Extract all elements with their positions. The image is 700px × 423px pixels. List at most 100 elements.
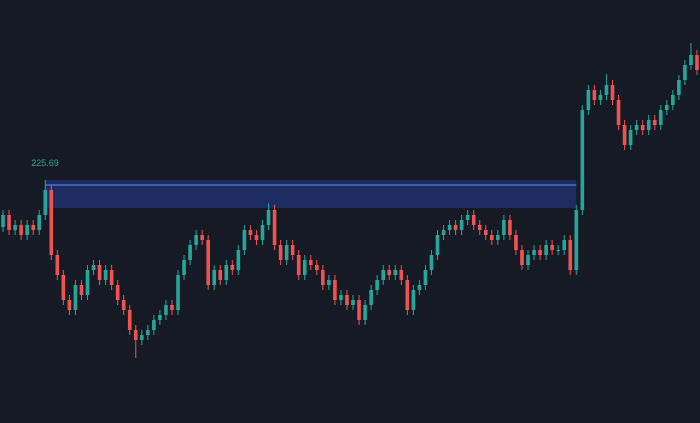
candle-body — [574, 210, 579, 270]
candle-body — [140, 335, 144, 340]
candle-body — [13, 225, 17, 230]
candle-body — [441, 230, 446, 235]
candle-body — [496, 235, 500, 240]
candle-body — [381, 270, 385, 280]
candle-body — [61, 275, 66, 300]
candle-body — [568, 240, 573, 270]
candle-body — [212, 270, 217, 285]
candle-body — [127, 310, 132, 330]
candle-body — [146, 330, 150, 335]
candle-body — [610, 85, 615, 100]
candle-body — [236, 250, 241, 270]
candle-body — [622, 125, 627, 145]
candle-body — [254, 235, 259, 240]
candle-body — [393, 270, 398, 275]
candle-body — [67, 300, 72, 310]
candle-body — [351, 300, 355, 305]
candle-body — [37, 215, 42, 230]
candle-body — [363, 305, 367, 320]
candle-body — [598, 95, 603, 100]
candle-body — [327, 280, 331, 285]
candle-body — [514, 235, 518, 250]
candle-body — [508, 220, 512, 235]
candle-body — [55, 255, 60, 275]
candle-body — [550, 245, 554, 250]
candle-body — [158, 315, 162, 320]
candle-body — [580, 110, 585, 210]
candle-body — [339, 295, 343, 300]
candle-body — [447, 225, 452, 230]
candle-body — [242, 230, 247, 250]
candle-body — [683, 65, 687, 80]
candle-body — [266, 210, 271, 225]
candle-body — [471, 215, 476, 225]
candle-body — [31, 225, 35, 230]
candle-body — [658, 110, 663, 125]
candle-body — [278, 245, 283, 260]
candle-body — [526, 255, 530, 265]
candle-body — [345, 295, 349, 305]
candle-body — [176, 275, 180, 310]
candle-body — [465, 215, 470, 220]
zone-label: 225.69 — [31, 158, 59, 168]
candle-body — [616, 100, 621, 125]
candle-body — [170, 305, 174, 310]
candle-body — [321, 270, 325, 285]
candle-body — [399, 270, 404, 280]
candle-body — [369, 290, 373, 305]
candle-body — [520, 250, 524, 265]
candle-body — [435, 235, 440, 255]
candle-body — [477, 225, 482, 230]
candle-body — [459, 220, 464, 230]
candle-body — [188, 245, 192, 260]
candle-body — [357, 300, 361, 320]
candle-body — [592, 90, 597, 100]
candle-body — [248, 230, 253, 235]
candle-body — [115, 285, 120, 300]
candle-body — [164, 305, 168, 315]
candle-body — [689, 55, 693, 65]
candle-body — [502, 220, 506, 235]
candle-body — [296, 255, 301, 275]
candle-body — [103, 270, 108, 280]
candle-body — [586, 90, 591, 110]
candle-body — [79, 285, 84, 295]
candle-body — [290, 245, 295, 255]
candle-body — [405, 280, 410, 310]
candle-body — [19, 225, 23, 235]
candle-body — [562, 240, 567, 250]
candle-body — [73, 285, 78, 310]
candle-body — [646, 120, 651, 130]
candle-body — [538, 250, 542, 255]
candle-body — [302, 260, 307, 275]
candle-body — [194, 235, 198, 245]
candle-body — [333, 280, 337, 300]
candle-body — [652, 120, 657, 125]
candle-body — [43, 190, 48, 215]
candle-body — [677, 80, 681, 95]
candle-body — [544, 245, 548, 255]
candle-body — [315, 265, 319, 270]
candle-body — [133, 330, 138, 340]
candle-body — [152, 320, 156, 330]
candle-body — [284, 245, 289, 260]
candle-body — [25, 225, 29, 235]
candle-body — [423, 270, 428, 285]
candle-body — [634, 125, 639, 130]
candle-body — [429, 255, 434, 270]
candle-body — [671, 95, 675, 105]
candle-body — [260, 225, 265, 240]
zone — [45, 180, 577, 208]
candle-body — [182, 260, 186, 275]
candle-body — [628, 130, 633, 145]
candle-body — [695, 55, 699, 70]
candle-body — [453, 225, 458, 230]
candle-body — [417, 285, 422, 290]
candle-body — [230, 265, 235, 270]
candle-body — [85, 270, 90, 295]
candle-body — [665, 105, 669, 110]
candle-body — [411, 290, 416, 310]
candle-body — [308, 260, 313, 265]
